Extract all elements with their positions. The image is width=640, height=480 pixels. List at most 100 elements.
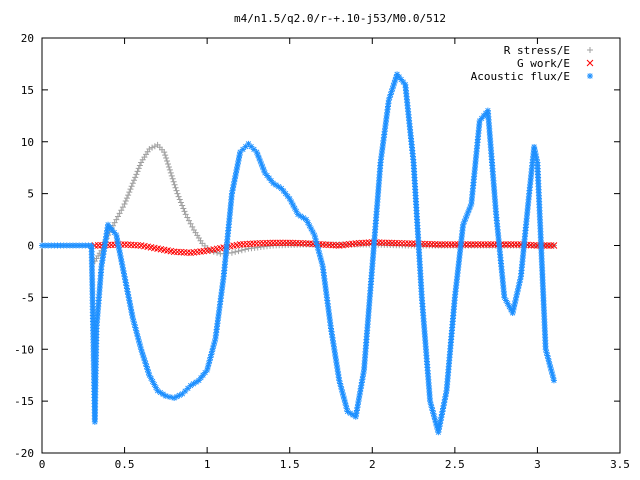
- data-point: [372, 217, 379, 224]
- data-point: [426, 388, 433, 395]
- data-point: [524, 205, 531, 212]
- data-point: [535, 177, 542, 184]
- data-point: [116, 210, 123, 217]
- data-point: [473, 145, 480, 152]
- data-point: [449, 315, 456, 322]
- data-point: [286, 195, 293, 202]
- data-point: [179, 390, 186, 397]
- data-point: [500, 285, 507, 292]
- data-point: [418, 291, 425, 298]
- data-point: [245, 140, 252, 147]
- data-point: [359, 373, 366, 380]
- data-point: [464, 209, 471, 216]
- data-point: [455, 261, 462, 268]
- data-point: [474, 139, 481, 146]
- data-point: [119, 204, 126, 211]
- data-point: [96, 281, 103, 288]
- data-point: [520, 245, 527, 252]
- data-point: [253, 149, 260, 156]
- data-point: [300, 214, 307, 221]
- data-point: [171, 395, 178, 402]
- data-point: [123, 195, 130, 202]
- data-point: [347, 410, 354, 417]
- data-point: [451, 300, 458, 307]
- data-point: [499, 272, 506, 279]
- data-point: [316, 250, 323, 257]
- data-point: [485, 119, 492, 126]
- data-point: [538, 252, 545, 259]
- data-point: [518, 267, 525, 274]
- data-point: [89, 303, 96, 310]
- data-point: [536, 204, 543, 211]
- data-point: [357, 385, 364, 392]
- data-point: [187, 220, 194, 227]
- data-point: [441, 396, 448, 403]
- data-point: [545, 355, 552, 362]
- data-point: [448, 336, 455, 343]
- data-point: [458, 236, 465, 243]
- data-point: [320, 266, 327, 273]
- data-point: [375, 183, 382, 190]
- data-point: [90, 358, 97, 365]
- data-point: [385, 100, 392, 107]
- data-point: [332, 352, 339, 359]
- data-point: [376, 177, 383, 184]
- data-point: [217, 298, 224, 305]
- data-point: [423, 349, 430, 356]
- data-point: [88, 257, 95, 264]
- data-point: [440, 402, 447, 409]
- data-point: [261, 169, 268, 176]
- data-point: [284, 193, 291, 200]
- data-point: [421, 321, 428, 328]
- data-point: [381, 131, 388, 138]
- data-point: [195, 377, 202, 384]
- data-point: [381, 128, 388, 135]
- data-point: [493, 211, 500, 218]
- data-point: [490, 174, 497, 181]
- data-point: [426, 392, 433, 399]
- data-point: [361, 363, 368, 370]
- data-point: [95, 303, 102, 310]
- data-point: [144, 148, 151, 155]
- data-point: [330, 340, 337, 347]
- data-point: [324, 300, 331, 307]
- data-point: [355, 398, 362, 405]
- data-point: [495, 232, 502, 239]
- data-point: [89, 285, 96, 292]
- data-point: [423, 355, 430, 362]
- data-point: [470, 176, 477, 183]
- data-point: [270, 180, 277, 187]
- data-point: [39, 242, 45, 249]
- data-point: [534, 162, 541, 169]
- data-point: [167, 169, 174, 176]
- data-point: [367, 287, 374, 294]
- data-point: [368, 269, 375, 276]
- data-point: [92, 382, 99, 389]
- data-point: [421, 330, 428, 337]
- data-point: [312, 235, 319, 242]
- data-point: [175, 193, 182, 200]
- data-point: [501, 294, 508, 301]
- data-point: [500, 282, 507, 289]
- data-point: [221, 264, 228, 271]
- y-tick-label: -5: [21, 291, 34, 304]
- data-point: [474, 136, 481, 143]
- data-point: [54, 242, 61, 249]
- data-point: [472, 164, 479, 171]
- data-point: [226, 215, 233, 222]
- data-point: [126, 297, 133, 304]
- data-point: [165, 163, 172, 170]
- data-point: [122, 279, 129, 286]
- data-point: [93, 322, 100, 329]
- data-point: [145, 369, 152, 376]
- data-point: [327, 319, 334, 326]
- data-point: [250, 146, 257, 153]
- data-point: [390, 82, 397, 89]
- data-point: [275, 183, 282, 190]
- data-point: [93, 337, 100, 344]
- data-point: [446, 357, 453, 364]
- data-point: [521, 236, 528, 243]
- data-point: [234, 160, 241, 167]
- data-point: [374, 202, 381, 209]
- data-point: [514, 288, 521, 295]
